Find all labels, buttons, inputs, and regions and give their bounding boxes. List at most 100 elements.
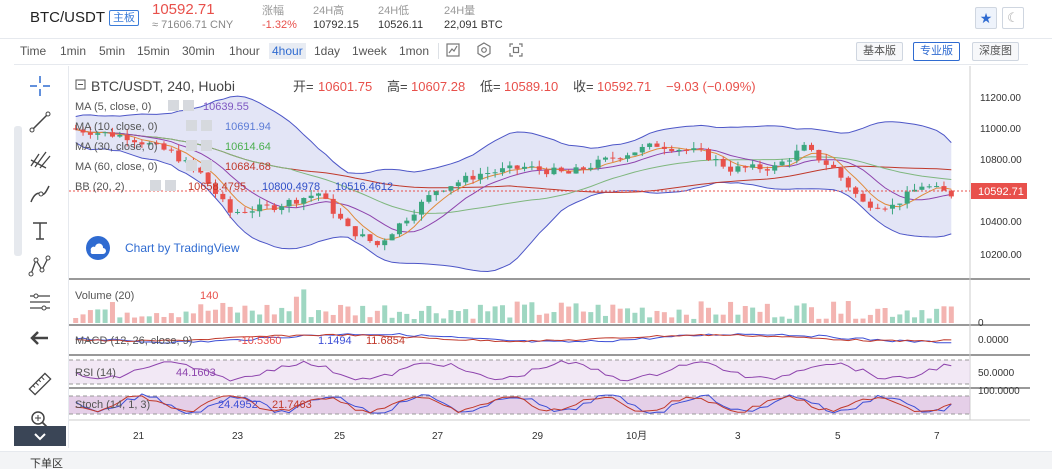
interval-1week[interactable]: 1week bbox=[352, 44, 387, 58]
study-settings-icon[interactable] bbox=[186, 160, 197, 171]
candle-body bbox=[728, 166, 734, 172]
candle-body bbox=[132, 140, 138, 143]
tradingview-watermark[interactable]: Chart by TradingView bbox=[86, 236, 240, 260]
candle-body bbox=[794, 150, 800, 161]
interval-1day[interactable]: 1day bbox=[314, 44, 341, 58]
study-close-icon[interactable] bbox=[201, 160, 212, 171]
volume-bar bbox=[544, 313, 550, 323]
study-settings-icon[interactable] bbox=[168, 100, 179, 111]
volume-bar bbox=[735, 314, 741, 323]
pitchfork-icon[interactable] bbox=[26, 144, 54, 172]
candle-body bbox=[867, 201, 873, 208]
candle-body bbox=[786, 160, 792, 162]
settings-icon[interactable] bbox=[476, 42, 492, 58]
candle-body bbox=[293, 199, 299, 204]
candle-body bbox=[757, 164, 763, 170]
candle-body bbox=[860, 193, 866, 202]
study-close-icon[interactable] bbox=[201, 120, 212, 131]
volume-bar bbox=[705, 307, 711, 323]
view-pro-button[interactable]: 专业版 bbox=[913, 42, 960, 61]
toolbar-scrollbar[interactable] bbox=[14, 126, 22, 256]
volume-bar bbox=[647, 317, 653, 323]
study-close-icon[interactable] bbox=[201, 140, 212, 151]
volume-bar bbox=[146, 316, 152, 323]
fib-icon[interactable] bbox=[26, 288, 54, 316]
view-basic-button[interactable]: 基本版 bbox=[856, 42, 903, 61]
interval-1mon[interactable]: 1mon bbox=[399, 44, 430, 58]
candle-body bbox=[573, 167, 579, 174]
crosshair-icon[interactable] bbox=[26, 72, 54, 100]
study-close-icon[interactable] bbox=[165, 180, 176, 191]
candle-body bbox=[772, 165, 778, 171]
candle-body bbox=[536, 166, 542, 170]
study-settings-icon[interactable] bbox=[186, 120, 197, 131]
candle-body bbox=[845, 177, 851, 188]
candle-body bbox=[301, 197, 307, 204]
price-axis[interactable]: 11200.00 11000.00 10800.00 10400.00 1020… bbox=[980, 93, 1022, 261]
volume-bar bbox=[235, 312, 241, 323]
moon-icon[interactable]: ☾ bbox=[1002, 7, 1024, 29]
volume-bar bbox=[176, 317, 182, 323]
back-arrow-icon[interactable] bbox=[26, 324, 54, 352]
candle-body bbox=[235, 211, 241, 213]
brush-icon[interactable] bbox=[26, 180, 54, 208]
volume-bar bbox=[566, 306, 572, 323]
board-tag[interactable]: 主板 bbox=[109, 10, 139, 26]
volume-bar bbox=[742, 305, 748, 323]
volume-bar bbox=[588, 312, 594, 323]
order-panel-title: 下单区 bbox=[30, 458, 63, 470]
interval-30min[interactable]: 30min bbox=[182, 44, 215, 58]
order-panel-bar[interactable]: 下单区 bbox=[0, 451, 1052, 470]
rsi-label: RSI (14) bbox=[75, 367, 116, 379]
volume-bar bbox=[382, 305, 388, 323]
study-close-icon[interactable] bbox=[183, 100, 194, 111]
candle-body bbox=[544, 169, 550, 175]
volume-bar bbox=[853, 318, 859, 323]
candle-body bbox=[352, 226, 358, 237]
volume-bar bbox=[617, 308, 623, 323]
vol24-value: 22,091 BTC bbox=[444, 19, 503, 31]
candle-body bbox=[683, 149, 689, 151]
time-axis[interactable]: 21 23 25 27 29 10月 3 5 7 bbox=[133, 430, 940, 442]
candle-body bbox=[323, 193, 329, 199]
study-bb-name: BB (20, 2) bbox=[75, 181, 125, 193]
interval-15min[interactable]: 15min bbox=[137, 44, 170, 58]
vol24-label: 24H量 bbox=[444, 5, 476, 17]
candle-body bbox=[242, 211, 248, 213]
fullscreen-icon[interactable] bbox=[508, 42, 524, 58]
candle-body bbox=[455, 182, 461, 187]
trendline-icon[interactable] bbox=[26, 108, 54, 136]
legend-close-label: 收= bbox=[573, 79, 594, 94]
candle-body bbox=[698, 148, 704, 150]
candle-body bbox=[853, 187, 859, 194]
view-depth-button[interactable]: 深度图 bbox=[972, 42, 1019, 61]
ma5-line bbox=[75, 129, 952, 240]
ruler-icon[interactable] bbox=[26, 370, 54, 398]
candle-body bbox=[463, 175, 469, 183]
collapse-toolbar-button[interactable] bbox=[14, 426, 66, 446]
candle-body bbox=[426, 195, 432, 202]
interval-time[interactable]: Time bbox=[20, 44, 47, 58]
macd-value: 1.1494 bbox=[318, 335, 352, 347]
candle-body bbox=[345, 218, 351, 227]
volume-bar bbox=[360, 305, 366, 323]
study-settings-icon[interactable] bbox=[186, 140, 197, 151]
rsi-line bbox=[75, 360, 952, 382]
chart-type-icon[interactable] bbox=[445, 42, 461, 58]
volume-bar bbox=[610, 304, 616, 323]
pattern-icon[interactable] bbox=[26, 252, 54, 280]
time-tick: 7 bbox=[934, 431, 940, 442]
volume-bar bbox=[448, 310, 454, 323]
interval-5min[interactable]: 5min bbox=[99, 44, 126, 58]
text-icon[interactable] bbox=[26, 216, 54, 244]
interval-1min[interactable]: 1min bbox=[60, 44, 87, 58]
volume-bar bbox=[404, 313, 410, 323]
candle-body bbox=[271, 205, 277, 211]
star-icon[interactable]: ★ bbox=[975, 7, 997, 29]
interval-1hour[interactable]: 1hour bbox=[229, 44, 260, 58]
interval-4hour[interactable]: 4hour bbox=[269, 43, 306, 59]
study-settings-icon[interactable] bbox=[150, 180, 161, 191]
volume-bar bbox=[455, 311, 461, 323]
collapse-legend-icon[interactable] bbox=[75, 79, 86, 90]
